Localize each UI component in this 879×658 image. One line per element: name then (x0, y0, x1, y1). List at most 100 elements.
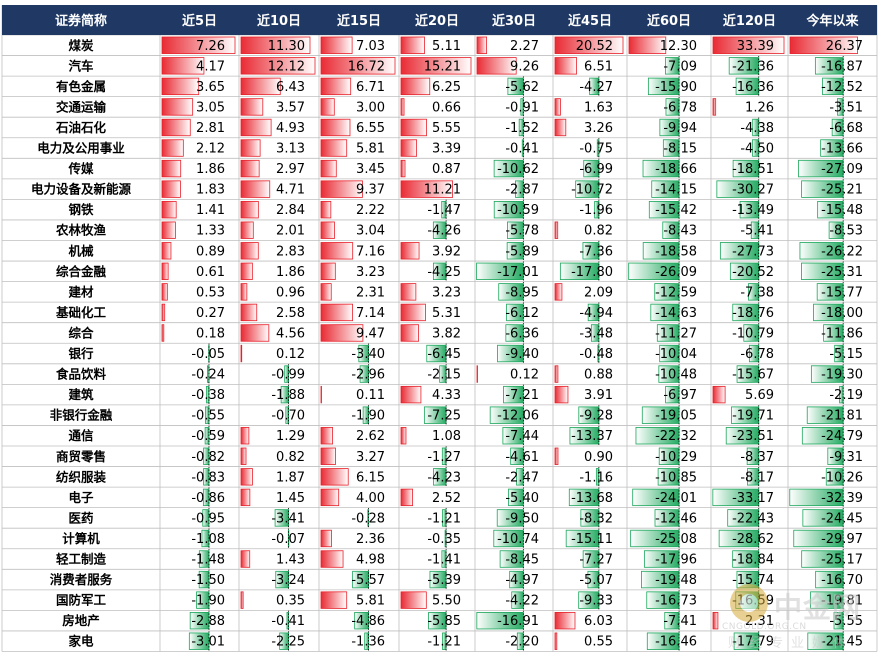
value-cell: -15.67 (732, 368, 774, 383)
positive-bar (320, 77, 352, 96)
positive-bar (712, 98, 717, 116)
value-cell: -15.90 (655, 80, 697, 95)
value-cell: -15.74 (732, 573, 774, 588)
value-cell: 9.37 (356, 183, 385, 198)
row-label: 食品饮料 (55, 367, 107, 382)
positive-bar (161, 242, 172, 260)
value-cell: -18.51 (732, 162, 774, 177)
row-label: 基础化工 (55, 305, 107, 320)
value-cell: -10.72 (571, 183, 613, 198)
value-cell: 5.69 (745, 388, 774, 403)
value-cell: 0.89 (196, 244, 225, 259)
value-cell: 2.62 (356, 429, 385, 444)
value-cell: 1.63 (584, 100, 613, 115)
value-cell: -5.41 (740, 224, 774, 239)
value-cell: -0.48 (579, 347, 613, 362)
value-cell: -1.50 (191, 573, 225, 588)
positive-bar (161, 180, 181, 198)
positive-bar (161, 324, 165, 342)
value-cell: -10.74 (497, 532, 539, 547)
value-cell: 6.25 (432, 80, 461, 95)
value-cell: 3.27 (356, 450, 385, 465)
value-cell: 5.50 (432, 594, 461, 609)
column-header: 近60日 (647, 13, 691, 29)
positive-bar (320, 36, 353, 54)
value-cell: -3.51 (829, 100, 863, 115)
value-cell: 2.97 (276, 162, 305, 177)
positive-bar (240, 468, 253, 486)
positive-bar (240, 98, 264, 116)
row-label: 石油石化 (55, 120, 107, 135)
value-cell: -0.55 (191, 409, 225, 424)
value-cell: 3.92 (432, 244, 461, 259)
value-cell: 26.37 (826, 39, 863, 54)
positive-bar (161, 77, 200, 96)
value-cell: 9.26 (510, 59, 539, 74)
value-cell: -8.37 (740, 450, 774, 465)
value-cell: -16.91 (497, 614, 539, 629)
column-header: 近120日 (723, 13, 776, 29)
value-cell: -7.25 (427, 409, 461, 424)
value-cell: 2.31 (745, 614, 774, 629)
value-cell: 3.13 (276, 142, 305, 157)
value-cell: -8.15 (663, 142, 697, 157)
value-cell: 2.36 (356, 532, 385, 547)
value-cell: 12.30 (660, 39, 697, 54)
value-cell: 3.39 (432, 142, 461, 157)
value-cell: 6.43 (276, 80, 305, 95)
value-cell: -7.41 (663, 614, 697, 629)
value-cell: 3.65 (196, 80, 225, 95)
value-cell: 5.81 (356, 594, 385, 609)
value-cell: -5.89 (505, 244, 539, 259)
value-cell: -26.22 (821, 244, 863, 259)
positive-bar (240, 344, 243, 363)
value-cell: -5.55 (829, 614, 863, 629)
value-cell: -9.31 (829, 450, 863, 465)
value-cell: 20.52 (576, 39, 613, 54)
value-cell: -11.27 (655, 326, 697, 341)
column-header: 近45日 (568, 13, 612, 29)
positive-bar (320, 159, 337, 178)
value-cell: -17.96 (655, 553, 697, 568)
value-cell: -2.96 (351, 368, 385, 383)
value-cell: 0.27 (196, 306, 225, 321)
positive-bar (320, 200, 332, 219)
value-cell: 3.23 (356, 265, 385, 280)
positive-bar (240, 159, 260, 178)
value-cell: 0.96 (276, 285, 305, 300)
value-cell: 7.26 (196, 39, 225, 54)
positive-bar (320, 283, 332, 301)
positive-bar (240, 57, 316, 75)
value-cell: -9.50 (505, 511, 539, 526)
value-cell: -5.78 (505, 224, 539, 239)
value-cell: 3.00 (356, 100, 385, 115)
value-cell: -2.19 (829, 388, 863, 403)
value-cell: -24.79 (821, 429, 863, 444)
value-cell: -13.68 (571, 491, 613, 506)
value-cell: -25.17 (821, 553, 863, 568)
value-cell: -8.95 (505, 285, 539, 300)
value-cell: 0.55 (584, 635, 613, 650)
value-cell: -18.58 (655, 244, 697, 259)
value-cell: -5.07 (579, 573, 613, 588)
positive-bar (400, 324, 419, 342)
value-cell: -2.20 (505, 635, 539, 650)
value-cell: 5.11 (432, 39, 461, 54)
row-label: 通信 (68, 428, 94, 443)
positive-bar (400, 159, 406, 178)
positive-bar (161, 303, 166, 322)
positive-bar (628, 36, 667, 54)
value-cell: -28.62 (732, 532, 774, 547)
value-cell: -10.48 (655, 368, 697, 383)
column-header: 近5日 (182, 13, 217, 29)
positive-bar (240, 283, 248, 301)
row-label: 房地产 (62, 613, 100, 628)
value-cell: -1.41 (427, 553, 461, 568)
value-cell: -21.81 (821, 409, 863, 424)
value-cell: -7.27 (579, 553, 613, 568)
value-cell: -6.78 (740, 347, 774, 362)
value-cell: 3.23 (432, 285, 461, 300)
value-cell: 0.82 (276, 450, 305, 465)
positive-bar (554, 283, 563, 301)
positive-bar (400, 98, 405, 116)
